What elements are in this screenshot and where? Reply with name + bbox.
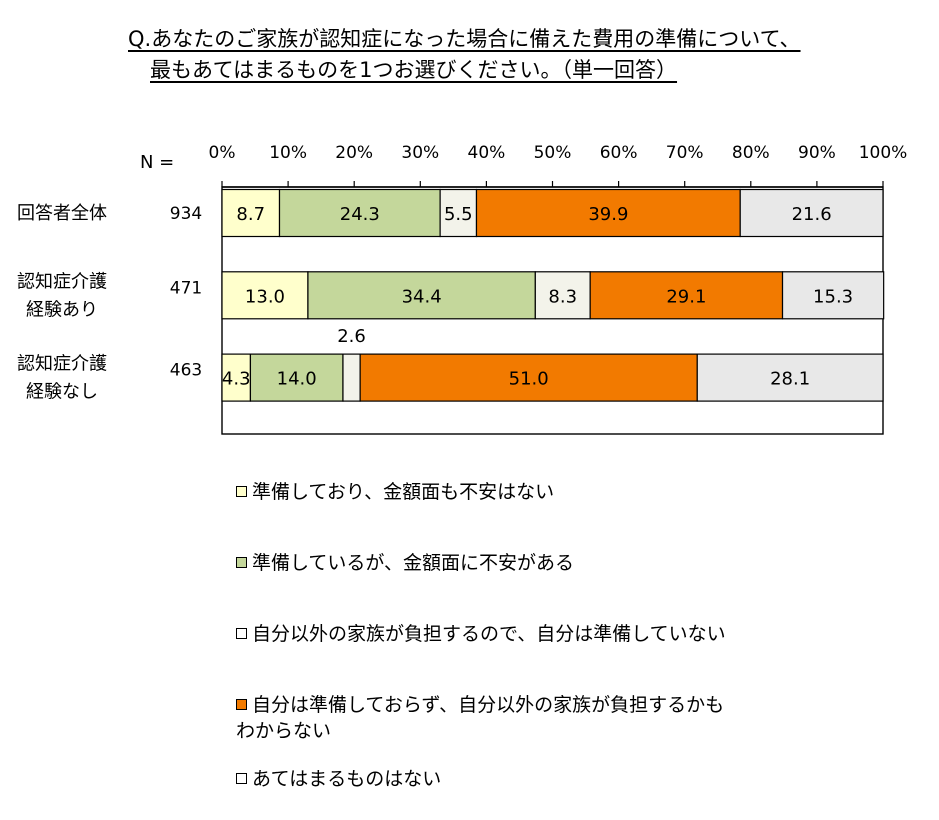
x-tick-label: 50% [534,143,572,163]
bar-segment [781,271,885,320]
legend-swatch [236,698,247,710]
data-label: 51.0 [509,369,549,390]
data-label: 5.5 [444,204,473,225]
legend-label: あてはまるものはない [252,768,442,790]
legend-item: 準備しているが、金額面に不安がある [236,550,574,576]
legend-label: 準備しており、金額面も不安はない [252,481,555,503]
bar-segment [278,188,441,238]
stacked-bar-chart: 0% 10% 20% 30% 40% 50% 60% 70% 80% 90% 100% 回答者全体 93… [17,143,908,435]
data-label: 24.3 [340,204,380,225]
category-label: 経験あり [26,299,98,320]
legend-item: 準備しており、金額面も不安はない [236,479,554,505]
n-label: N = [140,152,175,173]
n-value: 463 [170,361,202,381]
legend-label: 自分以外の家族が負担するので、自分は準備していない [252,623,726,645]
legend-label: 準備しているが、金額面に不安がある [252,552,575,574]
data-label: 4.3 [222,369,251,390]
data-label: 8.3 [548,286,577,307]
bar-segment [534,271,591,320]
bar-segment [475,188,741,238]
data-label: 29.1 [666,286,706,307]
category-label: 認知症介護 [17,354,107,375]
chart-title-line-1: Q.あなたのご家族が認知症になった場合に備えた費用の準備について、 [128,27,801,51]
n-value: 471 [170,278,202,298]
data-label: 34.4 [402,286,442,307]
bar-segment [589,271,784,320]
data-label: 8.7 [236,204,265,225]
x-tick-label: 40% [468,143,506,163]
data-label: 21.6 [792,204,832,225]
data-label: 28.1 [770,369,810,390]
chart-title-line-2: 最もあてはまるものを1つお選びください。（単一回答） [150,58,678,82]
bar-segment [739,188,884,238]
x-tick-label: 10% [269,143,307,163]
legend-label: 自分は準備しておらず、自分以外の家族が負担するかも [252,694,725,716]
legend-item: あてはまるものはない [236,766,441,792]
bar-segment [221,271,309,320]
data-label: 39.9 [588,204,628,225]
category-label: 認知症介護 [17,271,107,292]
data-label: 13.0 [245,286,285,307]
bar-segment [221,188,281,238]
legend-swatch [236,485,247,497]
bar-segment [221,353,252,402]
legend-item: 自分以外の家族が負担するので、自分は準備していない [236,621,726,647]
x-tick-label: 20% [335,143,373,163]
bar-segment [359,353,698,402]
x-tick-label: 0% [209,143,236,163]
chart-title: Q.あなたのご家族が認知症になった場合に備えた費用の準備について、 最もあてはま… [128,24,928,86]
bar-segment [307,271,536,320]
data-label: 15.3 [813,286,853,307]
bar-segment [696,353,884,402]
category-label: 経験なし [26,382,98,403]
data-label: 2.6 [337,326,366,347]
n-value: 934 [170,204,202,224]
legend-item: 自分は準備しておらず、自分以外の家族が負担するかもわからない [236,692,724,744]
x-tick-label: 80% [732,143,770,163]
x-tick-label: 70% [666,143,704,163]
x-tick-label: 90% [798,143,836,163]
x-tick-label: 30% [401,143,439,163]
data-label: 14.0 [277,369,317,390]
bar-segment [249,353,344,402]
category-label: 回答者全体 [17,203,107,224]
legend-swatch [236,772,247,784]
bar-segment [342,353,361,402]
bar-segment [439,188,478,238]
legend-label: わからない [236,720,332,742]
legend-swatch [236,556,247,568]
x-tick-label: 100% [859,143,908,163]
x-tick-label: 60% [600,143,638,163]
legend-swatch [236,627,247,639]
